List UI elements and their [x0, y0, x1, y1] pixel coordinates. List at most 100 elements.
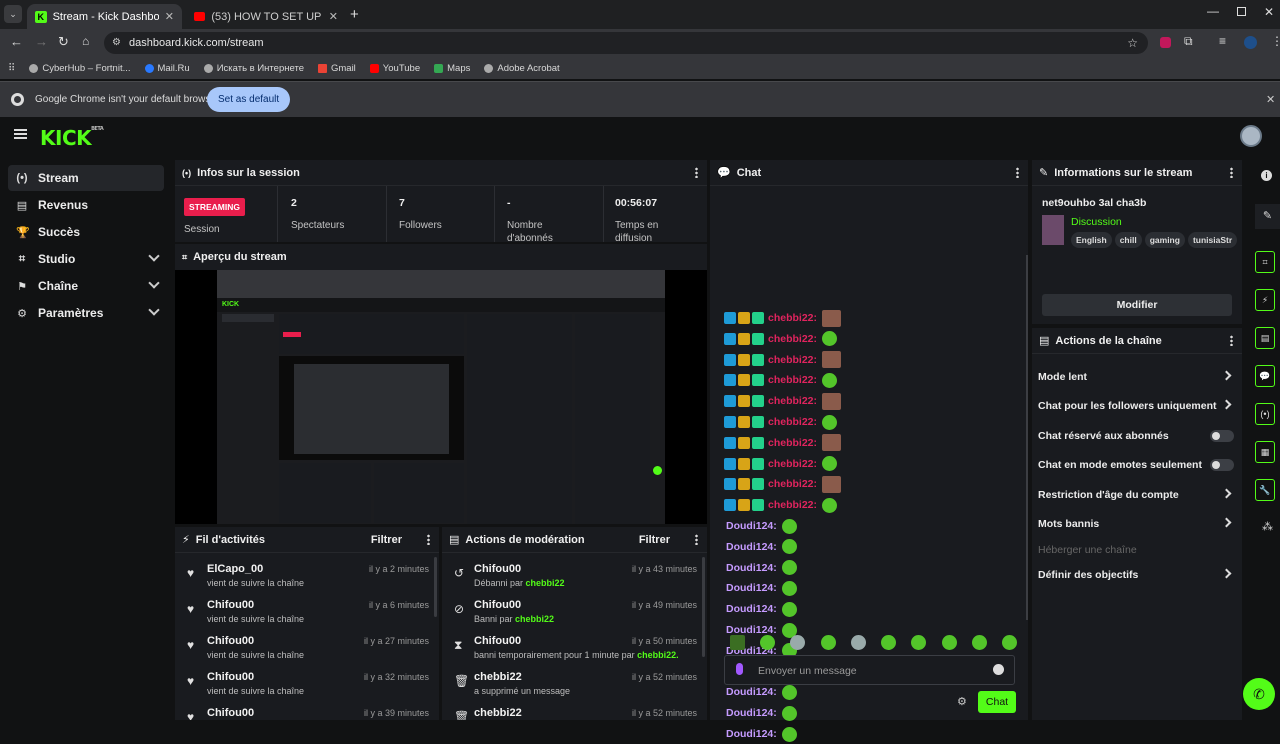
tab-kick-dashboard[interactable]: K Stream - Kick Dashboard ✕: [27, 4, 182, 29]
more-options-icon[interactable]: [1230, 167, 1233, 178]
tab-close-icon[interactable]: ✕: [164, 11, 174, 23]
modifier-button[interactable]: Modifier: [1042, 294, 1232, 316]
rail-preview-icon[interactable]: ⌗: [1255, 251, 1275, 273]
chrome-menu-icon[interactable]: ⋮: [1271, 34, 1280, 48]
profile-avatar[interactable]: [1244, 36, 1257, 49]
bookmark-search[interactable]: Искать в Интернете: [203, 63, 304, 74]
chat-username[interactable]: Doudi124:: [726, 686, 777, 699]
chat-settings-icon[interactable]: ⚙: [957, 696, 967, 708]
hamburger-menu-icon[interactable]: [14, 129, 27, 139]
action-followers-only[interactable]: Chat pour les followers uniquement: [1038, 395, 1242, 417]
chat-username[interactable]: Doudi124:: [726, 603, 777, 616]
tab-youtube[interactable]: (53) HOW TO SET UP ALERTS IN... ✕: [186, 4, 346, 29]
new-tab-icon[interactable]: +: [350, 6, 359, 23]
rail-document-icon[interactable]: ▤: [1255, 327, 1275, 349]
nav-revenus[interactable]: ▤ Revenus: [16, 198, 89, 212]
filter-button[interactable]: Filtrer: [370, 534, 402, 546]
chat-message-input[interactable]: Envoyer un message: [724, 655, 1015, 685]
subscribers-only-toggle[interactable]: [1210, 430, 1234, 442]
more-options-icon[interactable]: [695, 167, 698, 178]
close-window-icon[interactable]: ✕: [1264, 5, 1275, 19]
action-age-restriction[interactable]: Restriction d'âge du compte: [1038, 484, 1242, 506]
action-mode-lent[interactable]: Mode lent: [1038, 366, 1242, 388]
chat-username[interactable]: chebbi22:: [768, 312, 818, 324]
chat-username[interactable]: Doudi124:: [726, 520, 777, 532]
nav-chaine[interactable]: ⚑ Chaîne: [8, 273, 164, 299]
bookmark-mailru[interactable]: Mail.Ru: [144, 63, 190, 74]
info-icon[interactable]: i: [1261, 170, 1272, 181]
emote-icon[interactable]: [850, 635, 866, 650]
extension-icon[interactable]: [1160, 37, 1171, 48]
nav-studio[interactable]: ⌗ Studio: [8, 246, 164, 272]
support-chat-icon[interactable]: ✆: [1243, 678, 1275, 710]
emote-icon[interactable]: [820, 635, 836, 650]
infobar-close-icon[interactable]: ✕: [1266, 94, 1276, 106]
chat-username[interactable]: Doudi124:: [726, 561, 777, 574]
forward-icon[interactable]: →: [35, 34, 48, 49]
chat-username[interactable]: Doudi124:: [726, 540, 777, 553]
maximize-icon[interactable]: [1237, 7, 1246, 16]
category-name[interactable]: Discussion: [1071, 216, 1122, 228]
bookmark-star-icon[interactable]: ☆: [1127, 36, 1138, 50]
stream-preview-video[interactable]: KICK: [175, 270, 707, 524]
set-as-default-button[interactable]: Set as default: [207, 87, 291, 112]
site-info-icon[interactable]: ⚙: [112, 37, 121, 48]
reading-list-icon[interactable]: ≡: [1219, 34, 1227, 48]
send-chat-button[interactable]: Chat: [978, 691, 1016, 713]
tag[interactable]: tunisiaStr: [1187, 232, 1238, 248]
url-field[interactable]: ⚙ dashboard.kick.com/stream ☆: [104, 32, 1148, 54]
chat-username[interactable]: Doudi124:: [726, 624, 777, 636]
chat-username[interactable]: chebbi22:: [768, 416, 818, 428]
emote-icon[interactable]: [730, 635, 745, 650]
action-banned-words[interactable]: Mots bannis: [1038, 513, 1242, 535]
chat-username[interactable]: chebbi22:: [768, 436, 818, 449]
home-icon[interactable]: ⌂: [82, 34, 90, 48]
tag[interactable]: chill: [1114, 232, 1142, 248]
chat-username[interactable]: chebbi22:: [768, 478, 818, 491]
minimize-icon[interactable]: —: [1207, 4, 1219, 18]
emote-icon[interactable]: [790, 635, 806, 650]
extensions-puzzle-icon[interactable]: ⧉: [1184, 34, 1193, 48]
bookmark-cyberhub[interactable]: CyberHub – Fortnit...: [29, 63, 131, 74]
tag[interactable]: gaming: [1144, 232, 1185, 248]
bookmark-adobe[interactable]: Adobe Acrobat: [484, 63, 560, 74]
reload-icon[interactable]: ↻: [58, 34, 69, 49]
chat-username[interactable]: chebbi22:: [768, 499, 818, 512]
rail-layers-icon[interactable]: ▦: [1255, 441, 1275, 463]
chat-username[interactable]: chebbi22:: [768, 332, 818, 345]
emote-icon[interactable]: [911, 635, 927, 650]
activity-scrollbar[interactable]: [434, 557, 437, 617]
nav-stream[interactable]: (•) Stream: [8, 165, 164, 191]
more-options-icon[interactable]: [427, 534, 430, 545]
chat-username[interactable]: chebbi22:: [768, 374, 818, 387]
back-icon[interactable]: ←: [10, 34, 23, 49]
emoji-icon[interactable]: [993, 664, 1004, 675]
bookmark-gmail[interactable]: Gmail: [317, 63, 356, 74]
emotes-only-toggle[interactable]: [1210, 459, 1234, 471]
rail-lightning-icon[interactable]: ⚡: [1255, 289, 1275, 311]
more-options-icon[interactable]: [1016, 167, 1019, 178]
tag[interactable]: English: [1071, 232, 1112, 248]
bookmark-youtube[interactable]: YouTube: [369, 63, 420, 74]
chat-username[interactable]: Doudi124:: [726, 707, 777, 720]
moderation-scrollbar[interactable]: [702, 557, 705, 657]
edit-pencil-icon[interactable]: ✎: [1255, 204, 1280, 229]
tab-close-icon[interactable]: ✕: [328, 11, 338, 23]
nav-parametres[interactable]: ⚙ Paramètres: [8, 300, 164, 326]
more-options-icon[interactable]: [1230, 335, 1233, 346]
chat-username[interactable]: chebbi22:: [768, 353, 818, 366]
user-avatar[interactable]: [1240, 125, 1262, 147]
chat-username[interactable]: Doudi124:: [726, 582, 777, 595]
emote-icon[interactable]: [941, 635, 957, 650]
rail-shapes-icon[interactable]: ⁂: [1262, 521, 1273, 533]
kick-logo[interactable]: KICKBETA: [40, 126, 104, 150]
bookmark-maps[interactable]: Maps: [434, 63, 470, 74]
rail-wrench-icon[interactable]: 🔧: [1255, 479, 1275, 501]
more-options-icon[interactable]: [695, 534, 698, 545]
emote-icon[interactable]: [760, 635, 776, 650]
chat-username[interactable]: chebbi22:: [768, 457, 818, 470]
chat-username[interactable]: chebbi22:: [768, 395, 818, 408]
chat-username[interactable]: Doudi124:: [726, 728, 777, 740]
rail-chat-icon[interactable]: 💬: [1255, 365, 1275, 387]
nav-succes[interactable]: 🏆 Succès: [16, 225, 81, 239]
